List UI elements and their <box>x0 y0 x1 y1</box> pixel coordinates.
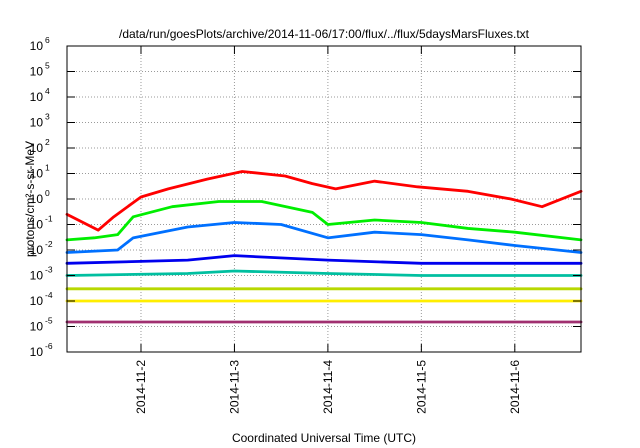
y-tick-exponent: 2 <box>45 137 50 147</box>
y-tick-label: 10 -6 <box>30 341 53 359</box>
y-tick-label: 10 6 <box>30 35 50 53</box>
series-3-line <box>65 221 583 254</box>
y-tick-label: 10 2 <box>30 137 50 155</box>
y-tick-exponent: 1 <box>45 163 50 173</box>
y-tick-exponent: 0 <box>45 188 50 198</box>
y-tick-label: 10 -1 <box>30 214 53 232</box>
x-axis-label: Coordinated Universal Time (UTC) <box>232 431 416 445</box>
y-tick-base: 10 <box>30 39 44 53</box>
y-tick-exponent: 6 <box>45 35 50 45</box>
y-tick-exponent: -2 <box>45 239 53 249</box>
y-tick-label: 10 -4 <box>30 290 53 308</box>
y-tick-exponent: -3 <box>45 265 53 275</box>
y-tick-base: 10 <box>30 269 44 283</box>
x-axis: 2014-11-2 2014-11-3 2014-11-4 2014-11-5 2014… <box>134 46 522 414</box>
y-tick-label: 10 -5 <box>30 316 53 334</box>
chart-title: /data/run/goesPlots/archive/2014-11-06/1… <box>119 27 530 41</box>
y-tick-base: 10 <box>30 141 44 155</box>
series-layer <box>65 170 583 324</box>
x-tick-label: 2014-11-4 <box>321 360 335 414</box>
y-tick-exponent: -1 <box>45 214 53 224</box>
y-axis: 10 -610 -510 -410 -310 -210 -110 010 110 210 310 41… <box>30 35 581 359</box>
y-tick-label: 10 -3 <box>30 265 53 283</box>
y-tick-exponent: -4 <box>45 290 53 300</box>
y-tick-exponent: -6 <box>45 341 53 351</box>
y-tick-base: 10 <box>30 90 44 104</box>
series-4-line <box>65 254 583 265</box>
y-tick-label: 10 1 <box>30 163 50 181</box>
y-tick-label: 10 -2 <box>30 239 53 257</box>
y-tick-base: 10 <box>30 167 44 181</box>
x-tick-label: 2014-11-2 <box>134 360 148 414</box>
y-tick-base: 10 <box>30 116 44 130</box>
y-tick-label: 10 3 <box>30 112 50 130</box>
x-tick-label: 2014-11-3 <box>227 360 241 414</box>
x-tick-label: 2014-11-6 <box>508 360 522 414</box>
y-tick-label: 10 4 <box>30 86 50 104</box>
y-axis-label: protons/cm²-s-sr-MeV <box>23 141 37 257</box>
y-tick-exponent: 4 <box>45 86 50 96</box>
y-tick-exponent: 3 <box>45 112 50 122</box>
y-tick-base: 10 <box>30 320 44 334</box>
y-tick-label: 10 5 <box>30 61 50 79</box>
y-tick-label: 10 0 <box>30 188 50 206</box>
y-tick-exponent: -5 <box>45 316 53 326</box>
y-tick-base: 10 <box>30 218 44 232</box>
y-tick-base: 10 <box>30 243 44 257</box>
y-tick-exponent: 5 <box>45 61 50 71</box>
series-2-line <box>65 200 583 242</box>
y-tick-base: 10 <box>30 65 44 79</box>
x-tick-label: 2014-11-5 <box>414 360 428 414</box>
y-tick-base: 10 <box>30 192 44 206</box>
y-tick-base: 10 <box>30 294 44 308</box>
series-1-line <box>65 170 583 232</box>
series-5-line <box>65 269 583 277</box>
y-tick-base: 10 <box>30 345 44 359</box>
